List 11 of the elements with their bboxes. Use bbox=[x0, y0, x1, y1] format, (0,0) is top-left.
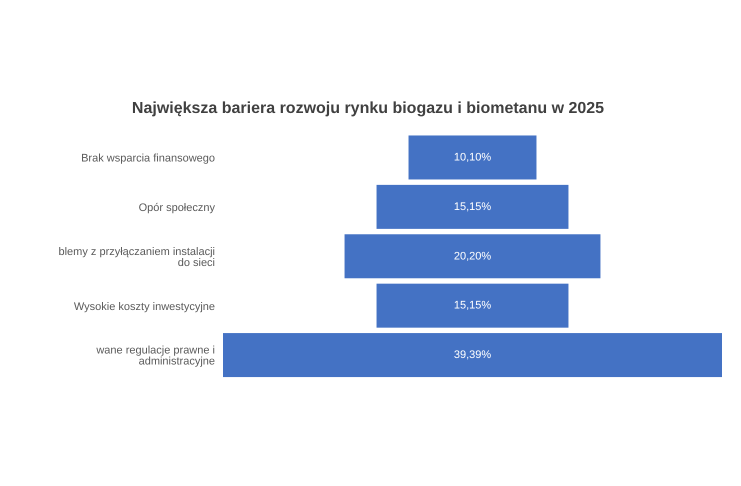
category-label: Wysokie koszty inwestycyjne bbox=[74, 300, 215, 313]
text: Największa bariera rozwoju rynku biogazu i biometanu w 2025 bbox=[130, 100, 606, 118]
data-label: 15,15% bbox=[454, 300, 492, 312]
data-label: 39,39% bbox=[454, 349, 492, 362]
category-label: Brak wsparcia finansowego bbox=[81, 152, 215, 165]
data-label: 10,10% bbox=[454, 151, 492, 164]
category-label: Opór społeczny bbox=[138, 202, 216, 214]
data-label: 15,15% bbox=[454, 200, 492, 213]
data-label: 20,20% bbox=[454, 250, 492, 262]
category-label: blemy z przyłączaniem instalacji do sieci bbox=[58, 246, 215, 269]
category-label: wane regulacje prawne i administracyjne bbox=[95, 344, 215, 368]
